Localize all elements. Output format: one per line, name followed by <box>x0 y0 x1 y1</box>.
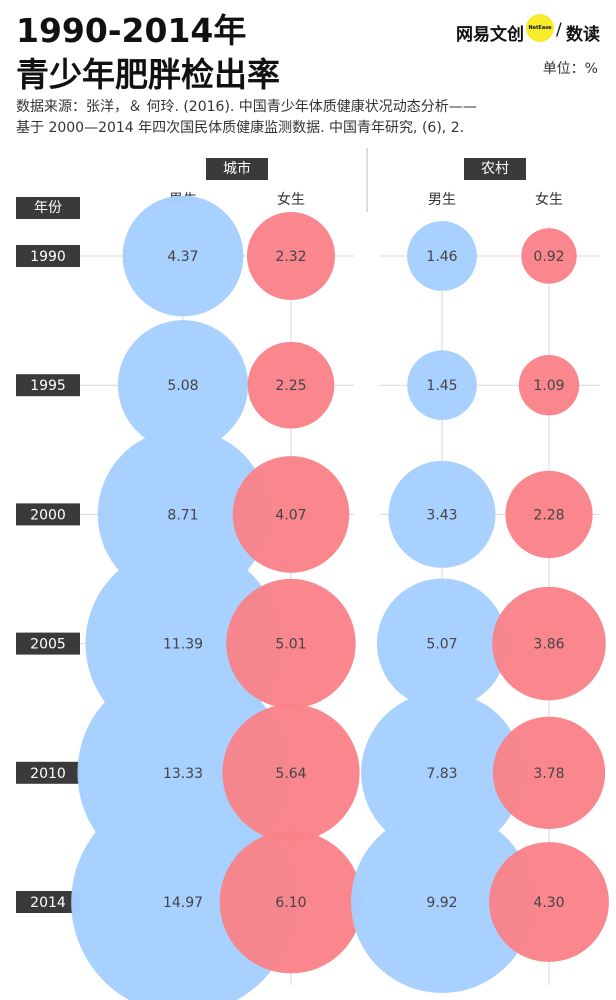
year-tag-2010: 2010 <box>30 766 66 782</box>
bubble-rural-male-1995 <box>407 350 477 421</box>
bubble-rural-male-2005 <box>376 578 508 709</box>
bubble-rural-male-2014 <box>350 810 534 994</box>
year-tag-bg-2010 <box>16 761 80 784</box>
bubble-urban-female-2005 <box>226 578 356 709</box>
bubble-rural-male-2000 <box>388 460 496 568</box>
value-label-urban-male-1990: 4.37 <box>167 249 198 265</box>
bubble-urban-female-1995 <box>247 341 335 429</box>
logo-brand-text: 网易文创 <box>456 25 524 45</box>
page-title-line-2: 青少年肥胖检出率 <box>16 55 280 94</box>
value-label-rural-female-2000: 2.28 <box>533 507 564 523</box>
value-label-rural-female-1990: 0.92 <box>533 249 564 265</box>
value-label-rural-male-2000: 3.43 <box>426 507 457 523</box>
group-tag-urban: 城市 <box>206 158 268 180</box>
year-tag-1990: 1990 <box>30 249 66 265</box>
value-label-urban-female-2000: 4.07 <box>275 507 306 523</box>
bubble-rural-female-2014 <box>489 842 609 962</box>
netease-logo: 网易文创 NetEase / 数读 <box>456 14 606 45</box>
bubble-urban-male-1995 <box>117 320 249 451</box>
year-tag-2000: 2000 <box>30 507 66 523</box>
year-tag-bg-2000 <box>16 503 80 526</box>
series-header-rural-male: 男生 <box>428 192 456 208</box>
series-header-rural-female: 女生 <box>535 191 563 208</box>
value-label-urban-female-2005: 5.01 <box>275 637 306 653</box>
bubble-urban-male-1990 <box>122 195 244 317</box>
year-tag-2014: 2014 <box>30 895 66 911</box>
source-line-1: 数据来源：张洋，＆ 何玲. (2016). 中国青少年体质健康状况动态分析—— <box>16 99 477 115</box>
value-label-rural-male-1995: 1.45 <box>426 378 457 394</box>
bubble-rural-female-2010 <box>492 716 606 829</box>
value-label-rural-male-2005: 5.07 <box>426 637 457 653</box>
bubble-rural-male-2010 <box>361 691 523 854</box>
value-label-urban-female-1990: 2.32 <box>275 249 306 265</box>
logo-separator: / <box>556 20 562 40</box>
year-tag-1995: 1995 <box>30 378 66 394</box>
value-label-urban-female-2010: 5.64 <box>275 766 306 782</box>
value-label-urban-male-2000: 8.71 <box>167 507 198 523</box>
bubble-urban-female-2000 <box>232 456 350 573</box>
series-header-urban-female: 女生 <box>277 191 305 208</box>
value-label-urban-male-2014: 14.97 <box>163 895 203 911</box>
value-label-urban-female-1995: 2.25 <box>275 378 306 394</box>
value-label-rural-female-2010: 3.78 <box>533 766 564 782</box>
source-line-2: 基于 2000—2014 年四次国民体质健康监测数据. 中国青年研究, (6),… <box>16 120 465 136</box>
year-tag-2005: 2005 <box>30 637 66 653</box>
bubble-urban-female-1990 <box>246 211 336 301</box>
value-label-rural-female-2005: 3.86 <box>533 637 564 653</box>
group-tag-rural: 农村 <box>464 158 526 180</box>
year-tag-bg-2005 <box>16 632 80 655</box>
logo-sub-text: 数读 <box>566 25 600 45</box>
value-label-urban-male-2005: 11.39 <box>163 637 203 653</box>
year-tag-bg-1995 <box>16 374 80 397</box>
year-tag-bg-2014 <box>16 891 80 913</box>
bubble-rural-female-2000 <box>505 470 593 559</box>
value-label-rural-female-2014: 4.30 <box>533 895 564 911</box>
value-label-urban-male-1995: 5.08 <box>167 378 198 394</box>
bubble-urban-female-2014 <box>219 830 363 974</box>
value-label-rural-male-2014: 9.92 <box>426 895 457 911</box>
year-tag-bg-1990 <box>16 245 80 267</box>
bubble-rural-female-2005 <box>492 586 606 701</box>
value-label-rural-male-1990: 1.46 <box>426 249 457 265</box>
year-column-header: 年份 <box>16 197 80 219</box>
bubble-urban-female-2010 <box>222 704 360 842</box>
value-label-rural-female-1995: 1.09 <box>533 378 564 394</box>
page-title-line-1: 1990-2014年 <box>16 11 247 50</box>
value-label-urban-male-2010: 13.33 <box>163 766 203 782</box>
bubble-rural-female-1995 <box>518 355 580 416</box>
bubble-rural-female-1990 <box>521 228 577 284</box>
unit-label: 单位：% <box>542 61 598 77</box>
value-label-rural-male-2010: 7.83 <box>426 766 457 782</box>
logo-badge: NetEase <box>526 14 554 42</box>
value-label-urban-female-2014: 6.10 <box>275 895 306 911</box>
bubble-rural-male-1990 <box>407 221 477 291</box>
